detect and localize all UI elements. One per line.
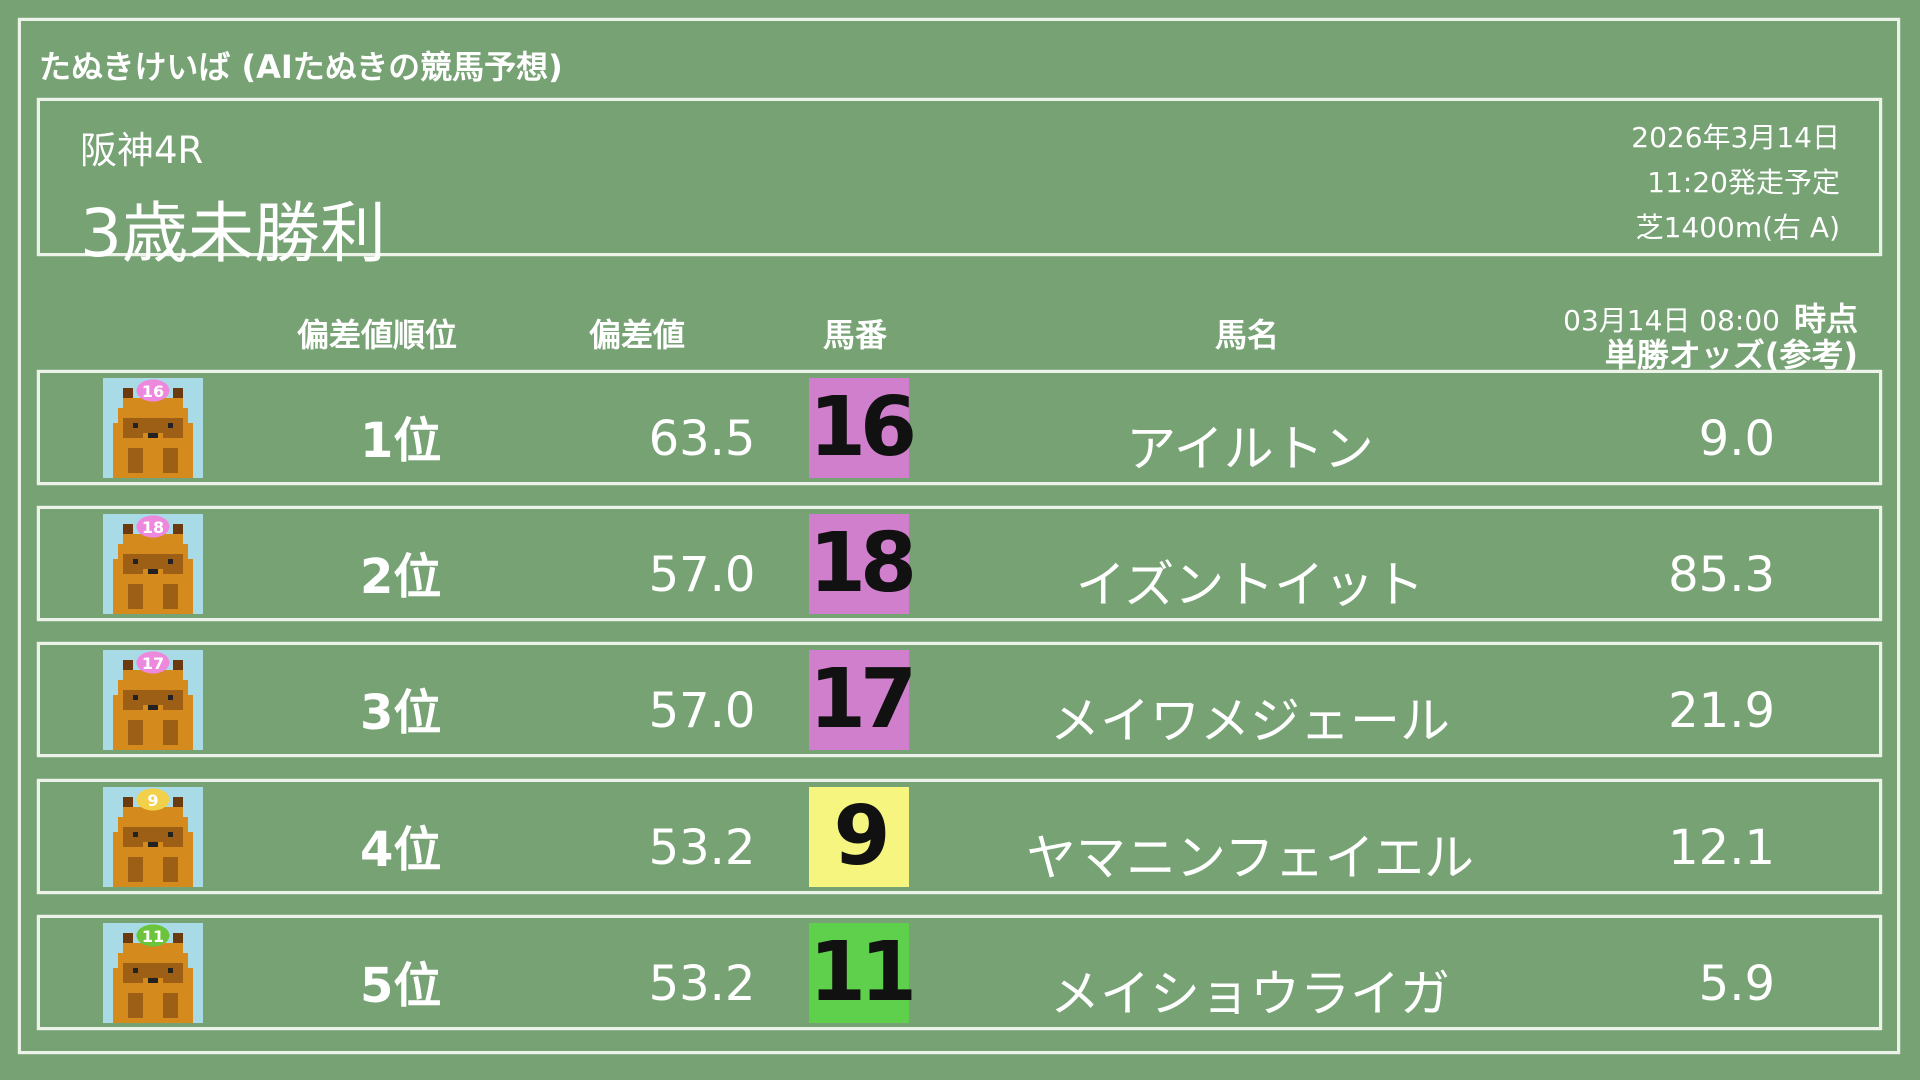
win-odds: 9.0 — [1698, 411, 1775, 467]
odds-timestamp: 03月14日 08:00 時点 — [1563, 294, 1858, 340]
horse-number-badge: 9 — [809, 787, 909, 887]
horse-name: メイワメジェール — [1050, 692, 1450, 750]
svg-text:9: 9 — [147, 791, 158, 810]
svg-text:18: 18 — [142, 518, 164, 537]
horse-number-badge: 17 — [809, 650, 917, 750]
app-title: たぬきけいば (AIたぬきの競馬予想) — [39, 48, 563, 86]
tanuki-avatar-icon: 16 — [103, 378, 203, 478]
win-odds: 5.9 — [1698, 956, 1775, 1012]
odds-time-suffix: 時点 — [1793, 300, 1858, 338]
race-start-time: 11:20発走予定 — [1647, 166, 1840, 199]
table-row: 17 3位 57.0 17 メイワメジェール 21.9 — [37, 642, 1882, 757]
svg-text:17: 17 — [142, 654, 164, 673]
tanuki-avatar-icon: 18 — [103, 514, 203, 614]
race-header — [37, 98, 1882, 256]
horse-name: アイルトン — [1126, 420, 1374, 478]
horse-name: メイショウライガ — [1050, 965, 1450, 1023]
win-odds: 21.9 — [1668, 683, 1775, 739]
table-row: 18 2位 57.0 18 イズントイット 85.3 — [37, 506, 1882, 621]
deviation-value: 57.0 — [648, 547, 756, 603]
deviation-value: 57.0 — [648, 683, 756, 739]
race-date: 2026年3月14日 — [1631, 121, 1840, 154]
rank: 2位 — [360, 549, 442, 605]
deviation-value: 53.2 — [648, 820, 756, 876]
horse-number-badge: 16 — [809, 378, 917, 478]
rank: 4位 — [360, 822, 442, 878]
race-course: 芝1400m(右 A) — [1635, 211, 1840, 244]
tanuki-avatar-icon: 17 — [103, 650, 203, 750]
horse-name: イズントイット — [1075, 556, 1425, 614]
horse-name: ヤマニンフェイエル — [1026, 829, 1474, 887]
tanuki-avatar-icon: 9 — [103, 787, 203, 887]
col-number: 馬番 — [822, 316, 888, 354]
table-row: 9 4位 53.2 9 ヤマニンフェイエル 12.1 — [37, 779, 1882, 894]
col-rank: 偏差値順位 — [296, 316, 458, 354]
win-odds: 85.3 — [1668, 547, 1775, 603]
race-name: 3歳未勝利 — [80, 195, 386, 272]
table-row: 11 5位 53.2 11 メイショウライガ 5.9 — [37, 915, 1882, 1030]
odds-time: 03月14日 08:00 — [1563, 304, 1780, 337]
col-deviation: 偏差値 — [588, 316, 686, 354]
col-name: 馬名 — [1214, 316, 1280, 354]
rank: 3位 — [360, 685, 442, 741]
horse-number-badge: 18 — [809, 514, 917, 614]
board-frame — [18, 18, 1900, 1054]
deviation-value: 63.5 — [648, 411, 756, 467]
win-odds: 12.1 — [1668, 820, 1775, 876]
tanuki-avatar-icon: 11 — [103, 923, 203, 1023]
col-odds: 単勝オッズ(参考) — [1604, 336, 1858, 374]
svg-text:11: 11 — [142, 927, 164, 946]
table-row: 16 1位 63.5 16 アイルトン 9.0 — [37, 370, 1882, 485]
svg-text:16: 16 — [142, 382, 164, 401]
horse-number-badge: 11 — [809, 923, 917, 1023]
deviation-value: 53.2 — [648, 956, 756, 1012]
rank: 1位 — [360, 413, 442, 469]
rank: 5位 — [360, 958, 442, 1014]
race-venue: 阪神4R — [80, 129, 204, 172]
